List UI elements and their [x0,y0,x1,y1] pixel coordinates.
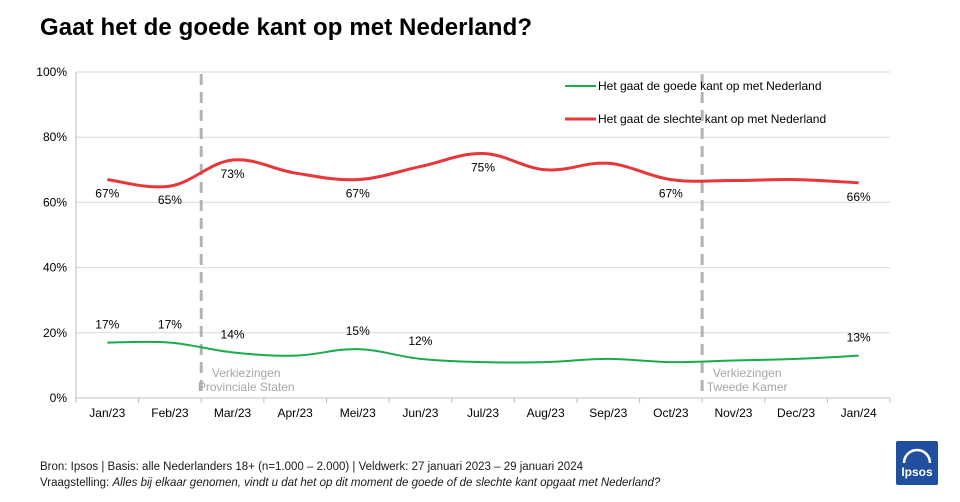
data-label: 73% [221,167,245,181]
election-marker-label: Provinciale Staten [198,380,295,394]
ipsos-logo: Ipsos [896,441,938,485]
x-tick-label: Nov/23 [714,406,752,420]
question-label: Vraagstelling: [40,477,113,489]
data-label: 15% [346,324,370,338]
logo-text: Ipsos [901,465,933,479]
source-note: Bron: Ipsos | Basis: alle Nederlanders 1… [40,461,583,473]
data-label: 17% [158,318,182,332]
x-tick-label: Jan/24 [841,406,877,420]
data-label: 66% [847,190,871,204]
x-tick-label: Feb/23 [151,406,189,420]
y-tick-label: 0% [50,391,68,405]
y-tick-label: 100% [36,65,67,79]
data-label: 14% [221,327,245,341]
legend-label: Het gaat de slechte kant op met Nederlan… [598,112,826,126]
x-tick-label: Jan/23 [89,406,125,420]
x-tick-label: Sep/23 [589,406,627,420]
x-tick-label: Aug/23 [527,406,565,420]
data-label: 67% [95,187,119,201]
x-tick-label: Mei/23 [340,406,376,420]
data-label: 75% [471,161,495,175]
logo-arc-icon [902,448,932,464]
x-tick-label: Oct/23 [653,406,689,420]
data-label: 65% [158,193,182,207]
chart-title: Gaat het de goede kant op met Nederland? [40,14,533,41]
x-tick-label: Apr/23 [277,406,313,420]
y-tick-label: 80% [43,130,67,144]
election-marker-label: Verkiezingen [212,366,281,380]
question-note: Vraagstelling: Alles bij elkaar genomen,… [40,477,660,489]
series-line-slechte [107,151,859,189]
legend-label: Het gaat de goede kant op met Nederland [598,79,822,93]
data-label: 67% [346,187,370,201]
line-chart: 0% 20% 40% 60% 80% 100% Jan/23 Feb/23 Mar/23 Apr/… [36,65,891,420]
election-marker-label: Tweede Kamer [707,380,788,394]
y-tick-label: 40% [43,261,67,275]
x-tick-label: Mar/23 [214,406,252,420]
data-label: 13% [847,331,871,345]
x-tick-label: Jun/23 [402,406,438,420]
x-tick-label: Jul/23 [467,406,499,420]
data-label: 67% [659,187,683,201]
series-line-goede [107,340,859,364]
data-label: 12% [408,334,432,348]
y-tick-label: 60% [43,195,67,209]
x-tick-label: Dec/23 [777,406,815,420]
question-text: Alles bij elkaar genomen, vindt u dat he… [112,477,661,489]
election-marker-label: Verkiezingen [713,366,782,380]
data-label: 17% [95,318,119,332]
y-tick-label: 20% [43,326,67,340]
